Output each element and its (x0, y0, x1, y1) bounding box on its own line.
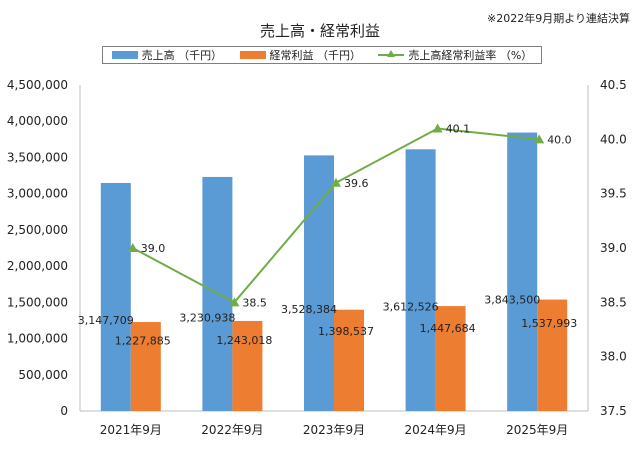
y-tick-label: 500,000 (18, 368, 68, 382)
data-label-profit: 1,227,885 (115, 335, 171, 348)
legend-label-margin: 売上高経常利益率 （%） (408, 49, 533, 62)
data-label-sales: 3,230,938 (179, 311, 235, 324)
bar-profit (334, 309, 364, 411)
data-label-margin: 39.0 (141, 242, 166, 255)
data-label-margin: 40.0 (547, 133, 572, 146)
bar-profit (435, 306, 466, 411)
y2-tick-label: 39.5 (600, 187, 627, 201)
bar-sales (507, 132, 538, 411)
bar-profit (130, 322, 161, 411)
bar-profit (232, 320, 263, 411)
data-label-sales: 3,147,709 (78, 314, 134, 327)
legend: 売上高 （千円） 経常利益 （千円） 売上高経常利益率 （%） (102, 46, 542, 64)
y-tick-label: 3,000,000 (7, 187, 68, 201)
point-margin (229, 297, 240, 307)
data-label-profit: 1,243,018 (216, 334, 272, 347)
y-tick-label: 2,000,000 (7, 259, 68, 273)
point-margin (534, 134, 545, 144)
x-tick-label: 2023年9月 (303, 423, 365, 437)
data-label-sales: 3,843,500 (484, 294, 540, 307)
line-margin (132, 127, 540, 304)
y2-tick-label: 40.0 (600, 132, 627, 146)
bar-sales (405, 149, 436, 412)
data-label-sales: 3,528,384 (281, 303, 337, 316)
y-tick-label: 4,000,000 (7, 114, 68, 128)
y2-tick-label: 38.0 (600, 350, 627, 364)
legend-item-margin: 売上高経常利益率 （%） (378, 47, 532, 63)
data-label-margin: 39.6 (344, 177, 369, 190)
y-tick-label: 2,500,000 (7, 223, 68, 237)
y-tick-label: 1,500,000 (7, 295, 68, 309)
y2-tick-label: 37.5 (600, 404, 627, 418)
x-tick-label: 2024年9月 (405, 423, 467, 437)
y2-tick-label: 40.5 (600, 78, 627, 92)
data-label-profit: 1,447,684 (420, 322, 476, 335)
bar-sales (304, 155, 334, 411)
point-margin (127, 243, 138, 252)
legend-swatch-sales (111, 51, 138, 59)
bar-sales (100, 182, 131, 411)
chart-title: 売上高・経常利益 (259, 22, 380, 40)
legend-label-profit: 経常利益 （千円） (269, 49, 362, 62)
point-margin (432, 123, 443, 133)
data-label-profit: 1,398,537 (318, 325, 374, 338)
consolidation-note: ※2022年9月期より連結決算 (487, 12, 630, 25)
legend-swatch-margin (378, 50, 405, 60)
legend-item-profit: 経常利益 （千円） (239, 47, 362, 63)
y2-tick-label: 38.5 (600, 295, 627, 309)
legend-swatch-profit (239, 51, 266, 59)
point-margin (331, 177, 341, 187)
y2-tick-label: 39.0 (600, 241, 627, 255)
legend-label-sales: 売上高 （千円） (141, 49, 223, 62)
y-tick-label: 4,500,000 (7, 78, 68, 92)
data-label-margin: 40.1 (446, 122, 471, 135)
y-tick-label: 1,000,000 (7, 332, 68, 346)
data-label-sales: 3,612,526 (383, 300, 439, 313)
y-tick-label: 0 (60, 404, 68, 418)
data-label-margin: 38.5 (242, 296, 267, 309)
data-label-profit: 1,537,993 (521, 317, 577, 330)
x-tick-label: 2025年9月 (506, 423, 568, 437)
legend-item-sales: 売上高 （千円） (111, 47, 223, 63)
x-tick-label: 2021年9月 (100, 423, 162, 437)
bar-profit (537, 299, 568, 411)
x-tick-label: 2022年9月 (201, 423, 263, 437)
y-tick-label: 3,500,000 (7, 150, 68, 164)
